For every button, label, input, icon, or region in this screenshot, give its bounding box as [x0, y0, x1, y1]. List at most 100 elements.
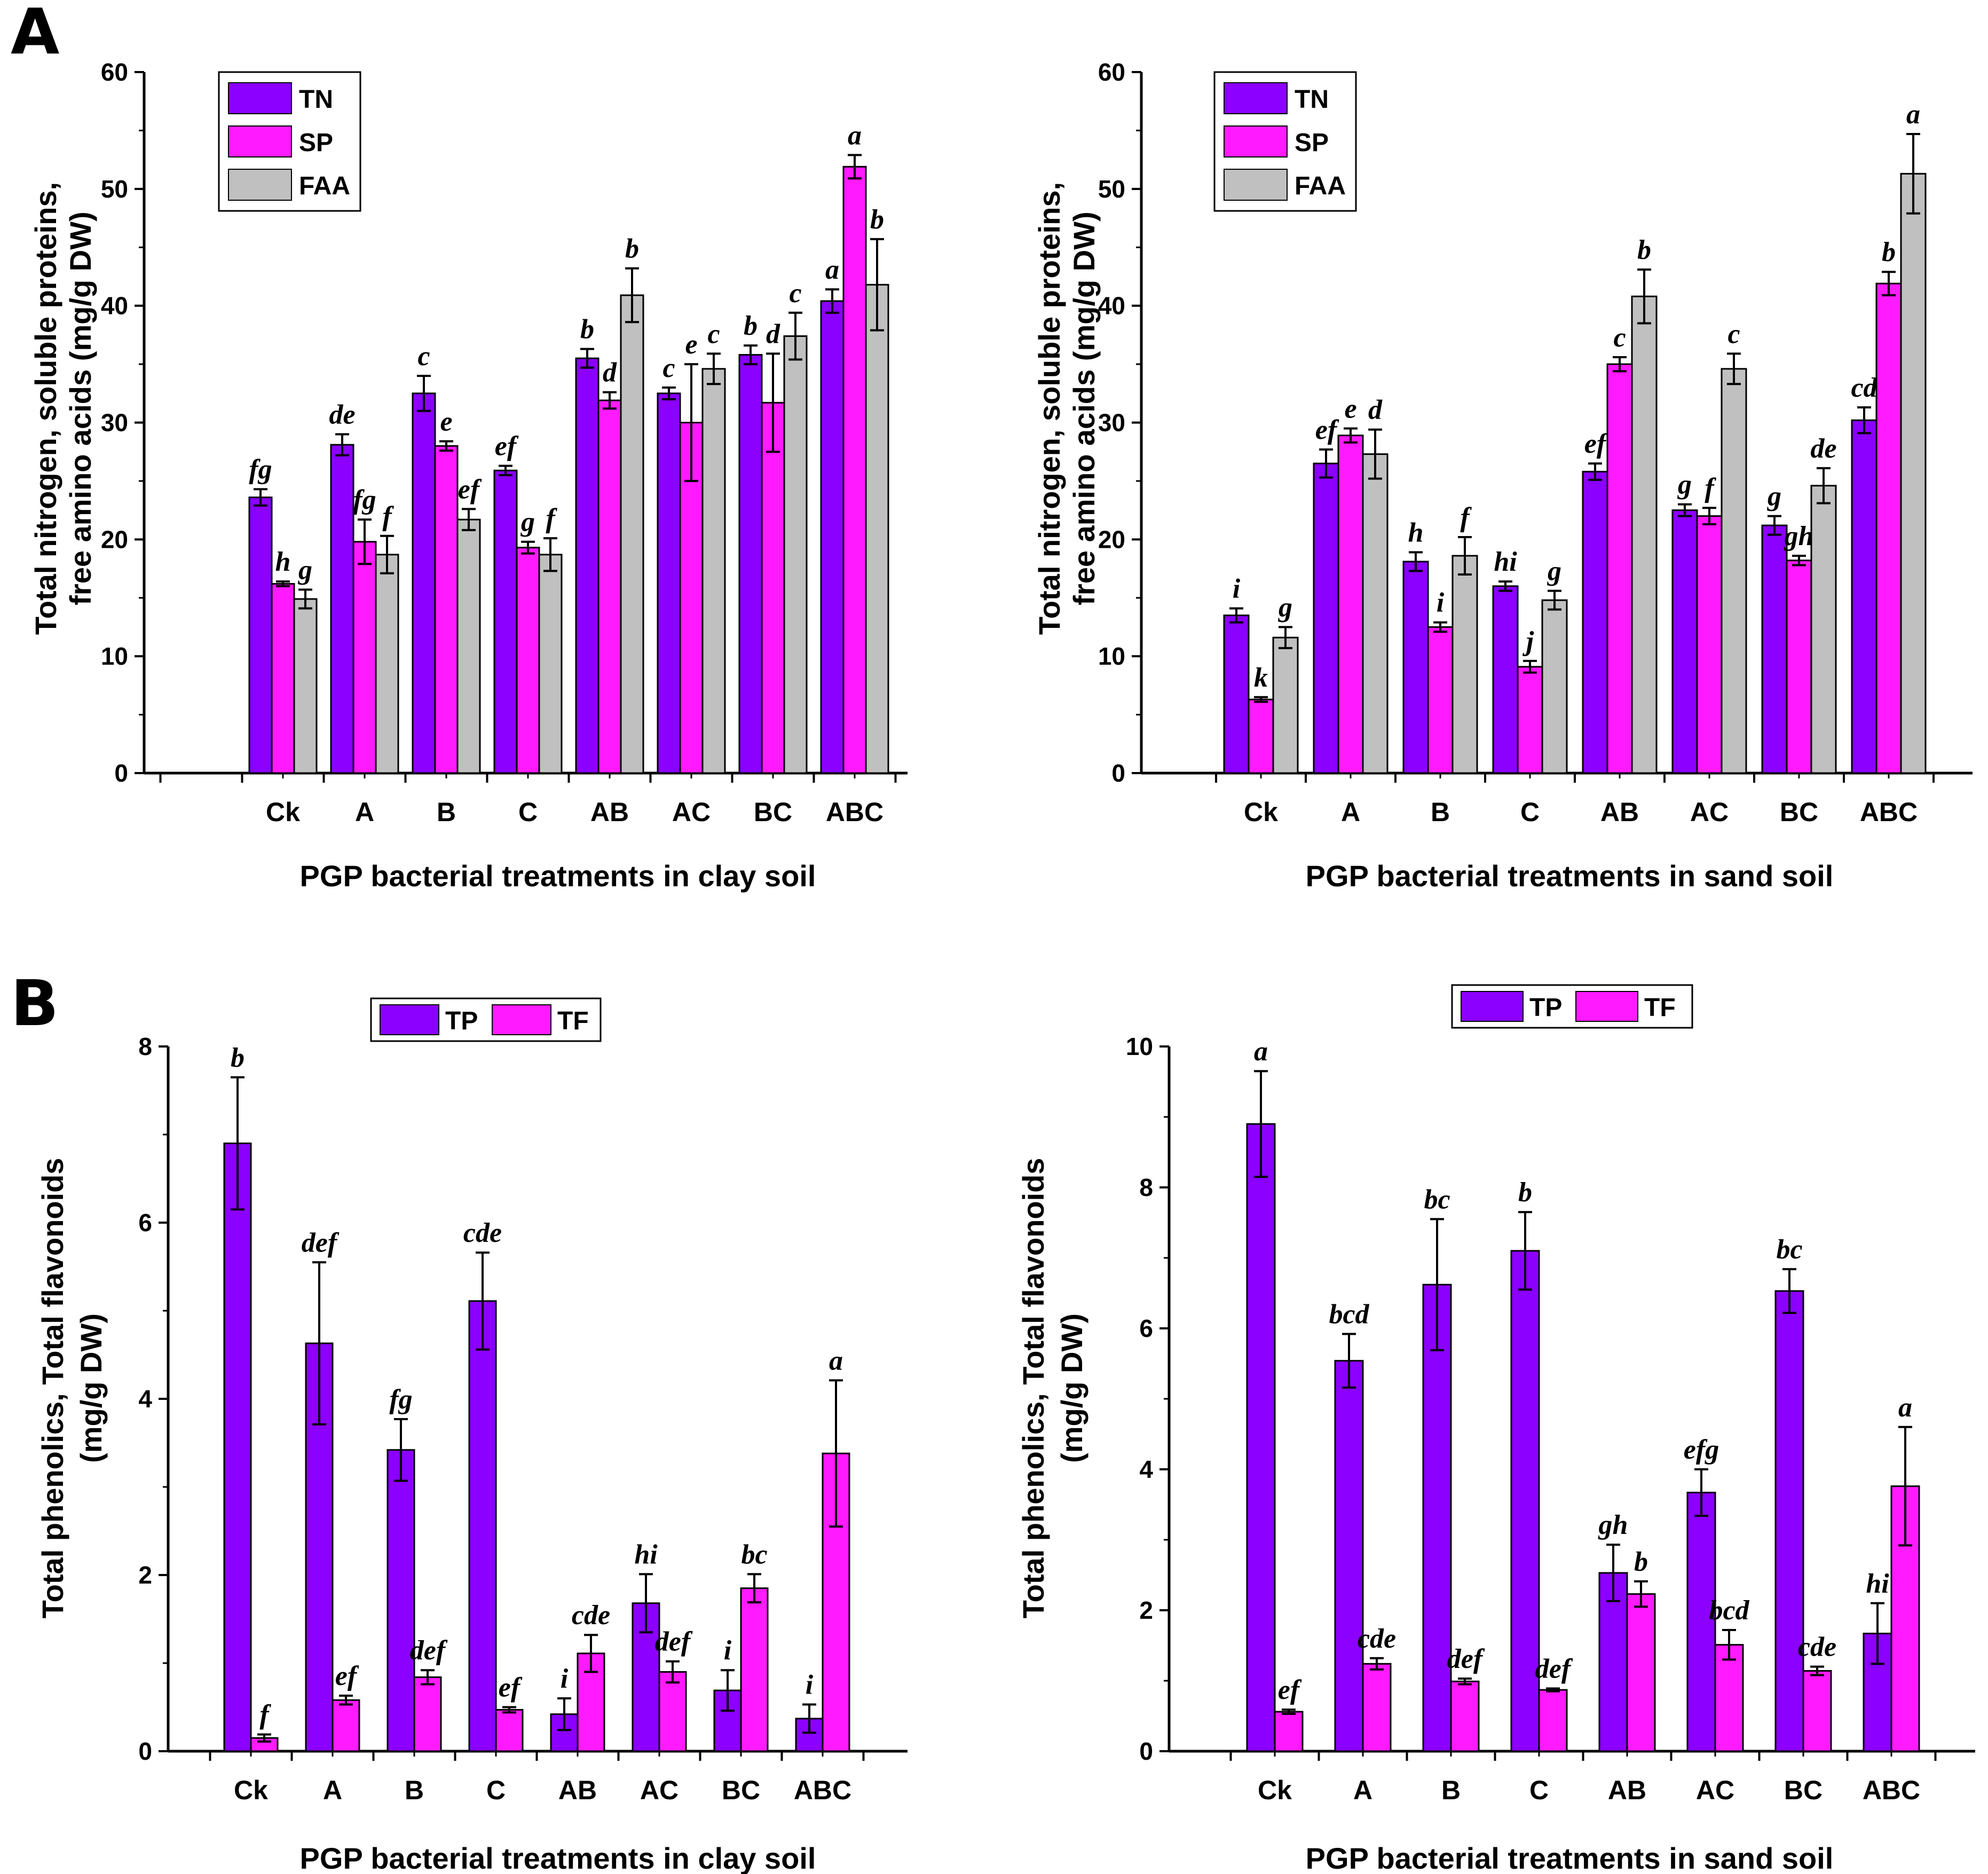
- significance-label: b: [580, 314, 594, 345]
- x-tick-label: AC: [640, 1775, 679, 1805]
- y-tick-label: 8: [138, 1033, 152, 1060]
- bar: [434, 445, 459, 774]
- significance-label: b: [625, 234, 639, 264]
- significance-label: bcd: [1329, 1300, 1369, 1330]
- significance-label: d: [766, 319, 780, 349]
- x-tick-label: A: [1341, 797, 1360, 827]
- bar: [597, 399, 622, 774]
- y-tick-label: 0: [138, 1737, 152, 1765]
- significance-label: bc: [1776, 1234, 1802, 1265]
- significance-label: c: [1613, 322, 1626, 353]
- significance-label: c: [662, 353, 675, 383]
- significance-label: b: [1637, 235, 1651, 265]
- y-tick-label: 60: [101, 58, 128, 86]
- significance-label: g: [298, 555, 312, 585]
- significance-label: def: [302, 1227, 340, 1258]
- significance-label: k: [1254, 663, 1268, 693]
- significance-label: hi: [634, 1539, 658, 1570]
- bar: [1362, 453, 1389, 774]
- significance-label: i: [1233, 573, 1241, 604]
- bar: [1696, 515, 1723, 774]
- legend-swatch-sp: [1224, 125, 1288, 158]
- y-tick-label: 60: [1098, 58, 1125, 86]
- bar: [386, 1449, 415, 1752]
- significance-label: def: [410, 1635, 448, 1666]
- x-tick-label: A: [355, 797, 374, 827]
- bar: [271, 582, 295, 774]
- x-tick-label: AB: [1608, 1775, 1646, 1805]
- y-axis-title-line2: (mg/g DW): [74, 1313, 108, 1463]
- y-tick-label: 6: [138, 1209, 152, 1237]
- bar: [738, 354, 763, 774]
- bar: [1248, 698, 1274, 774]
- significance-label: i: [806, 1670, 814, 1700]
- x-tick-label: B: [437, 797, 456, 827]
- bar: [1774, 1290, 1804, 1752]
- y-tick-label: 2: [138, 1561, 152, 1589]
- legend-swatch-tn: [228, 82, 292, 114]
- bar: [352, 541, 377, 774]
- x-tick-label: AB: [1600, 797, 1639, 827]
- bar: [1810, 485, 1837, 774]
- x-tick-label: Ck: [234, 1775, 268, 1805]
- x-tick-label: A: [323, 1775, 342, 1805]
- legend-label-tf: TF: [1644, 994, 1676, 1022]
- bar: [538, 554, 563, 774]
- x-tick-label: ABC: [794, 1775, 851, 1805]
- significance-label: def: [1447, 1644, 1485, 1674]
- legend-swatch-tp: [380, 1004, 439, 1035]
- bar: [330, 444, 354, 774]
- x-tick-label: B: [1441, 1775, 1461, 1805]
- bar: [1671, 509, 1698, 774]
- bar: [1761, 524, 1788, 774]
- significance-label: f: [1705, 473, 1716, 503]
- y-tick-label: 4: [1139, 1455, 1153, 1483]
- bar: [456, 518, 481, 774]
- legend: TN SP FAA: [1213, 71, 1357, 212]
- legend-label-faa: FAA: [299, 172, 350, 200]
- bar: [1875, 282, 1902, 774]
- y-axis-title-line1: Total nitrogen, soluble proteins,: [29, 182, 62, 635]
- y-axis-title-line2: free amino acids (mg/g DW): [1067, 211, 1101, 605]
- legend-swatch-tn: [1224, 82, 1288, 114]
- x-tick-label: AC: [1690, 797, 1729, 827]
- y-tick-label: 50: [101, 175, 128, 203]
- significance-label: d: [603, 358, 617, 388]
- significance-label: de: [1810, 434, 1836, 464]
- x-tick-label: Ck: [266, 797, 300, 827]
- x-tick-label: BC: [722, 1775, 760, 1805]
- bar: [1900, 172, 1927, 774]
- significance-label: fg: [353, 485, 376, 515]
- significance-label: g: [1547, 556, 1561, 587]
- y-tick-label: 40: [101, 292, 128, 320]
- x-tick-label: C: [518, 797, 538, 827]
- bar: [1362, 1663, 1392, 1752]
- significance-label: de: [329, 399, 355, 430]
- y-tick-label: 30: [101, 409, 128, 437]
- bar: [761, 401, 785, 774]
- significance-label: ef: [1278, 1675, 1302, 1705]
- legend-swatch-tf: [1575, 991, 1638, 1022]
- significance-label: a: [829, 1345, 843, 1376]
- significance-label: b: [231, 1043, 244, 1073]
- bar: [1721, 368, 1747, 774]
- legend-swatch-sp: [228, 125, 292, 158]
- x-tick-label: B: [405, 1775, 424, 1805]
- significance-label: c: [789, 278, 801, 309]
- series-tf: f ef def ef cde def bc a: [250, 1345, 850, 1752]
- significance-label: fg: [249, 454, 272, 485]
- bar: [783, 335, 808, 774]
- x-axis-title: PGP bacterial treatments in clay soil: [300, 859, 816, 893]
- legend-swatch-tp: [1461, 991, 1524, 1022]
- x-tick-label: B: [1431, 797, 1450, 827]
- legend-label-tn: TN: [299, 85, 333, 114]
- significance-label: g: [520, 507, 535, 538]
- significance-label: bc: [1424, 1184, 1450, 1215]
- legend-swatch-tf: [492, 1004, 551, 1035]
